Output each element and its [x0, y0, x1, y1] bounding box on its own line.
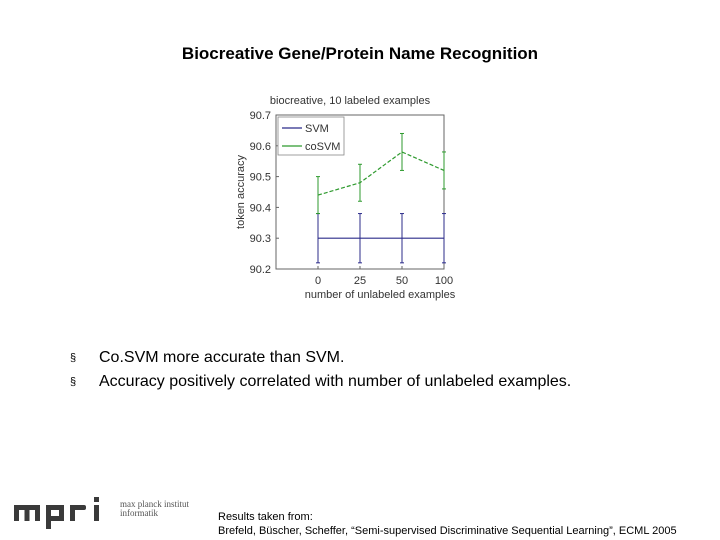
y-tick-label: 90.6 — [250, 141, 271, 153]
x-axis-label: number of unlabeled examples — [305, 289, 456, 301]
mpi-logo-icon — [14, 497, 99, 529]
bullet-text: Accuracy positively correlated with numb… — [99, 373, 572, 390]
legend-label-cosvm: coSVM — [305, 141, 340, 153]
x-tick-label: 100 — [435, 275, 453, 287]
legend: SVM coSVM — [277, 116, 345, 156]
chart-title: biocreative, 10 labeled examples — [270, 95, 431, 107]
legend-label-svm: SVM — [305, 123, 329, 135]
logo-line-1: max planck institut — [120, 499, 189, 509]
x-tick-label: 0 — [315, 275, 321, 287]
bullet-list: § Co.SVM more accurate than SVM. § Accur… — [70, 346, 571, 394]
y-tick-label: 90.2 — [250, 264, 271, 276]
citation: Results taken from: Brefeld, Büscher, Sc… — [218, 510, 677, 538]
y-tick-label: 90.7 — [250, 110, 271, 122]
bullet-item: § Accuracy positively correlated with nu… — [70, 370, 571, 394]
bullet-item: § Co.SVM more accurate than SVM. — [70, 346, 571, 370]
citation-heading: Results taken from: — [218, 511, 313, 523]
bullet-marker: § — [70, 376, 77, 388]
y-tick-label: 90.5 — [250, 172, 271, 184]
y-axis-label: token accuracy — [235, 155, 247, 229]
logo-wordmark: max planck institut informatik — [120, 500, 189, 518]
x-tick-label: 25 — [354, 275, 366, 287]
x-tick-label: 50 — [396, 275, 408, 287]
slide-title: Biocreative Gene/Protein Name Recognitio… — [181, 44, 539, 63]
citation-reference: Brefeld, Büscher, Scheffer, “Semi-superv… — [218, 525, 677, 537]
y-tick-label: 90.3 — [250, 233, 271, 245]
line-chart: biocreative, 10 labeled examples 90.2 90.… — [235, 95, 456, 301]
bullet-marker: § — [70, 352, 77, 364]
legend-box — [277, 116, 345, 156]
logo-line-2: informatik — [120, 508, 158, 518]
bullet-text: Co.SVM more accurate than SVM. — [99, 349, 345, 366]
series-line-cosvm — [317, 151, 445, 196]
y-tick-label: 90.4 — [250, 202, 271, 214]
